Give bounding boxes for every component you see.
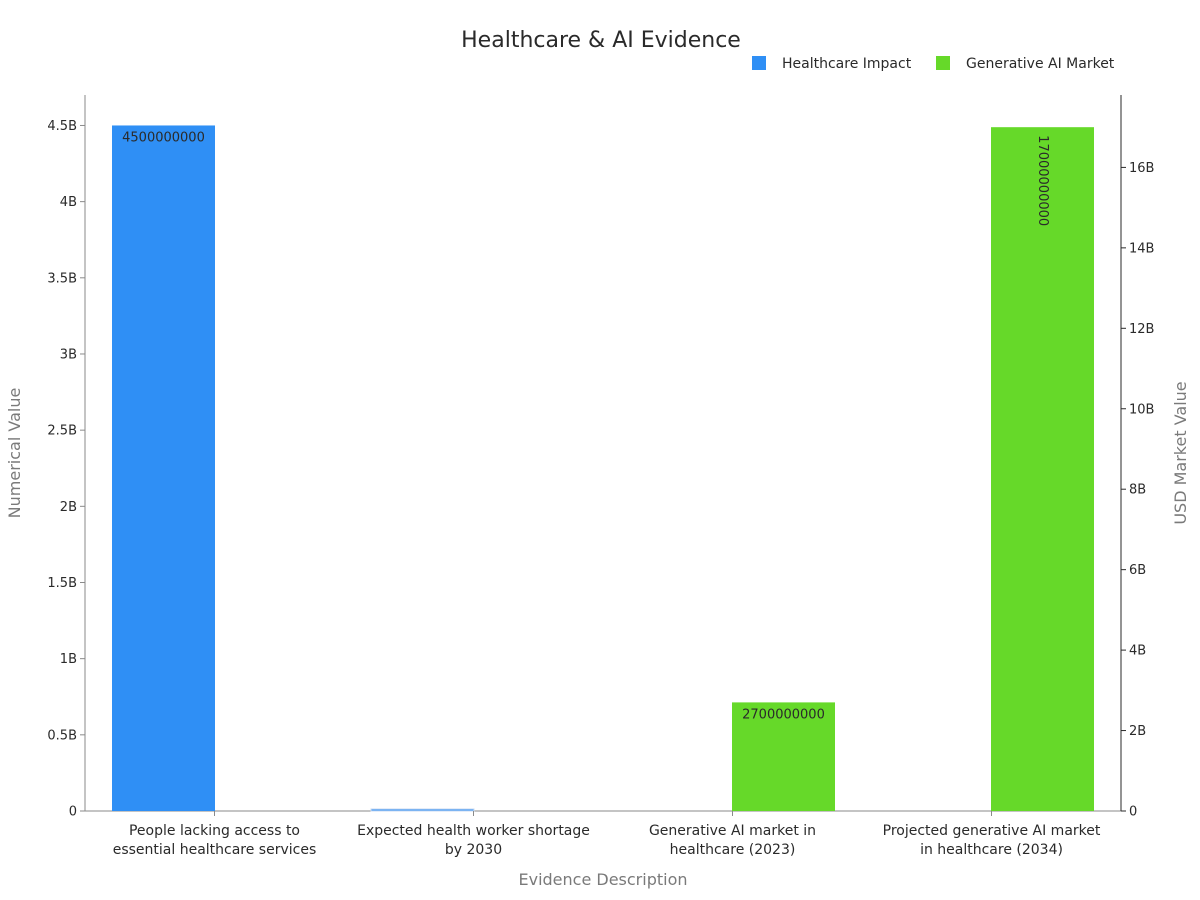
bars	[112, 125, 1094, 812]
bar-label-0-0: 4500000000	[122, 130, 205, 145]
y-axis-title: Numerical Value	[5, 388, 24, 519]
x-tick-label-1: Expected health worker shortage by 2030	[357, 823, 590, 858]
x-tick-label-line-1-1: by 2030	[445, 842, 502, 858]
chart-title: Healthcare & AI Evidence	[461, 28, 741, 53]
y2-tick-label-5: 10B	[1129, 402, 1154, 417]
y2-tick-label-8: 16B	[1129, 161, 1154, 176]
legend: Healthcare Impact Generative AI Market	[752, 56, 1115, 72]
x-axis-categories: People lacking access to essential health…	[113, 811, 1101, 858]
bar-1-2	[732, 702, 835, 811]
bar-labels: 4500000000 2700000000 17000000000	[122, 130, 1050, 722]
y-tick-label-0: 0	[69, 805, 77, 820]
y-tick-label-5: 2.5B	[47, 424, 77, 439]
y-tick-label-7: 3.5B	[47, 271, 77, 286]
x-tick-label-line-1-0: Expected health worker shortage	[357, 823, 590, 839]
y-tick-label-4: 2B	[60, 500, 77, 515]
x-tick-label-line-2-1: healthcare (2023)	[670, 842, 796, 858]
y2-axis-title: USD Market Value	[1171, 381, 1190, 524]
bar-0-1	[370, 808, 475, 812]
y2-tick-label-3: 6B	[1129, 563, 1146, 578]
y-axis-ticks: 0 0.5B 1B 1.5B 2B 2.5B 3B 3.5B 4B 4.5B	[47, 119, 85, 820]
x-tick-label-2: Generative AI market in healthcare (2023)	[649, 823, 816, 858]
bar-1-3	[991, 127, 1094, 812]
y2-tick-label-7: 14B	[1129, 241, 1154, 256]
y-tick-label-1: 0.5B	[47, 728, 77, 743]
y-tick-label-3: 1.5B	[47, 576, 77, 591]
legend-label-0: Healthcare Impact	[782, 56, 912, 72]
y2-tick-label-4: 8B	[1129, 483, 1146, 498]
y2-tick-label-0: 0	[1129, 805, 1137, 820]
legend-swatch-0	[752, 56, 766, 70]
y-tick-label-9: 4.5B	[47, 119, 77, 134]
y2-tick-label-1: 2B	[1129, 724, 1146, 739]
x-tick-label-line-0-1: essential healthcare services	[113, 842, 317, 858]
legend-label-1: Generative AI Market	[966, 56, 1115, 72]
x-tick-label-0: People lacking access to essential health…	[113, 823, 317, 858]
y-tick-label-6: 3B	[60, 347, 77, 362]
y2-axis-ticks: 0 2B 4B 6B 8B 10B 12B 14B 16B	[1121, 161, 1154, 820]
y2-tick-label-2: 4B	[1129, 644, 1146, 659]
bar-0-0	[112, 125, 215, 812]
x-tick-label-line-0-0: People lacking access to	[129, 823, 300, 839]
y-tick-label-8: 4B	[60, 195, 77, 210]
y2-tick-label-6: 12B	[1129, 322, 1154, 337]
x-axis-title: Evidence Description	[518, 870, 687, 889]
x-tick-label-3: Projected generative AI market in healthc…	[883, 823, 1101, 858]
y-tick-label-2: 1B	[60, 652, 77, 667]
x-tick-label-line-3-0: Projected generative AI market	[883, 823, 1101, 839]
bar-label-1-2: 2700000000	[742, 707, 825, 722]
bar-label-1-3: 17000000000	[1035, 135, 1050, 226]
x-tick-label-line-3-1: in healthcare (2034)	[920, 842, 1063, 858]
legend-swatch-1	[936, 56, 950, 70]
x-tick-label-line-2-0: Generative AI market in	[649, 823, 816, 839]
